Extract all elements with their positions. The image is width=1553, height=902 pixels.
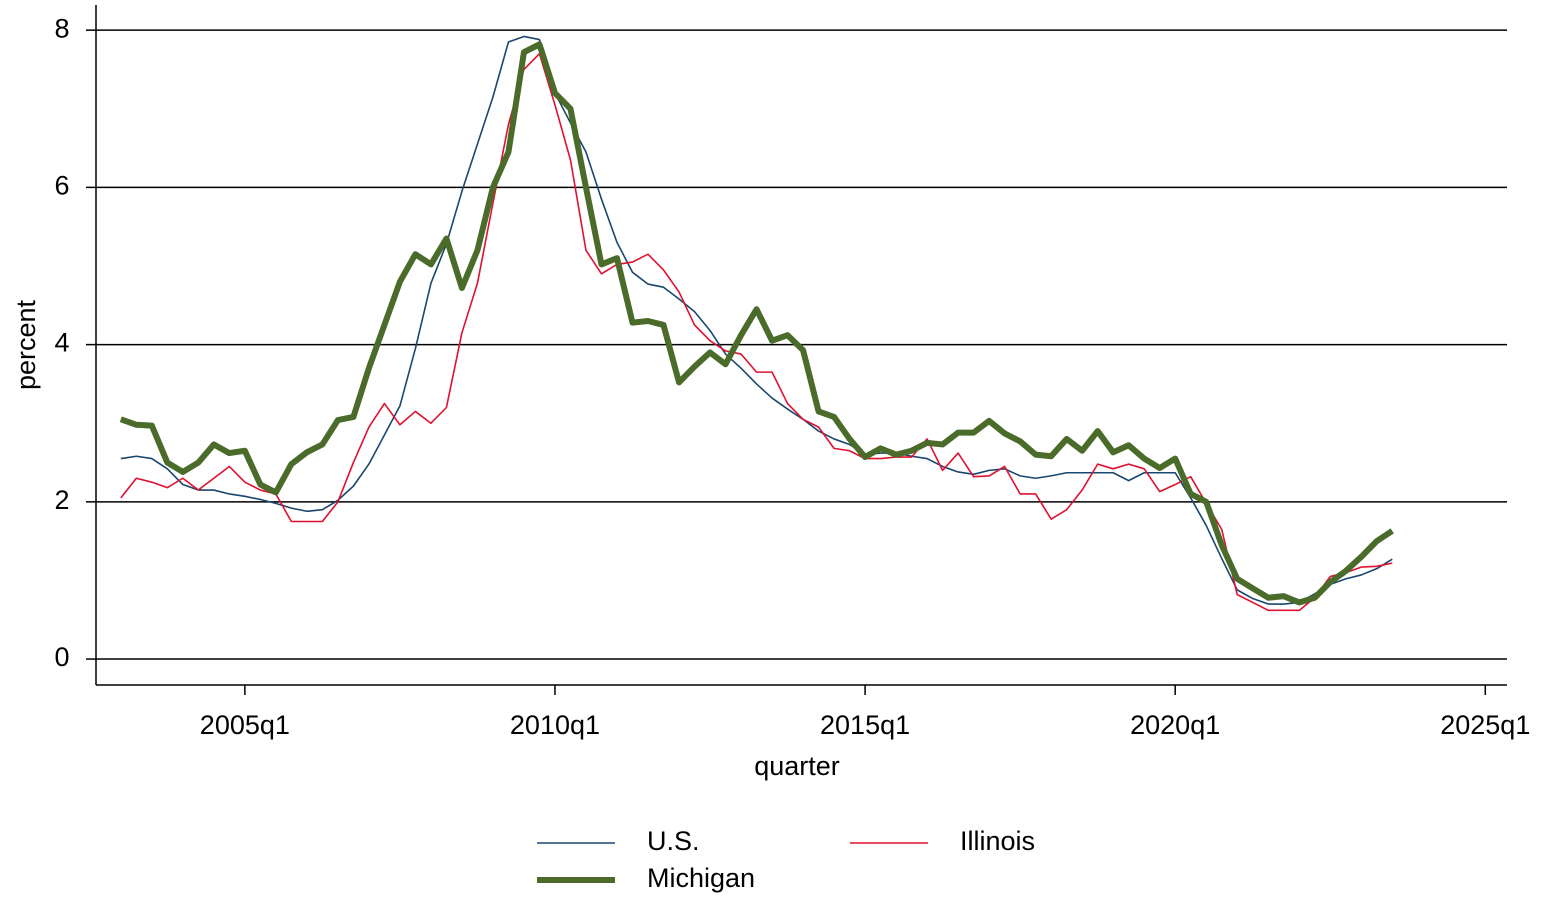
legend-label: Illinois xyxy=(960,826,1035,856)
x-tick-label: 2010q1 xyxy=(510,710,600,740)
line-series xyxy=(119,41,1394,606)
line-series xyxy=(120,35,1393,605)
y-axis-label: percent xyxy=(11,299,41,390)
x-tick-label: 2025q1 xyxy=(1440,710,1530,740)
y-tick-label: 6 xyxy=(54,171,69,201)
line-series xyxy=(120,52,1393,612)
legend-label: U.S. xyxy=(647,826,700,856)
y-tick-label: 0 xyxy=(54,642,69,672)
legend-label: Michigan xyxy=(647,863,755,893)
y-tick-label: 2 xyxy=(54,485,69,515)
x-tick-label: 2005q1 xyxy=(200,710,290,740)
x-tick-label: 2020q1 xyxy=(1130,710,1220,740)
x-tick-label: 2015q1 xyxy=(820,710,910,740)
y-tick-label: 4 xyxy=(54,328,69,358)
x-axis-label: quarter xyxy=(754,751,840,781)
y-tick-label: 8 xyxy=(54,13,69,43)
